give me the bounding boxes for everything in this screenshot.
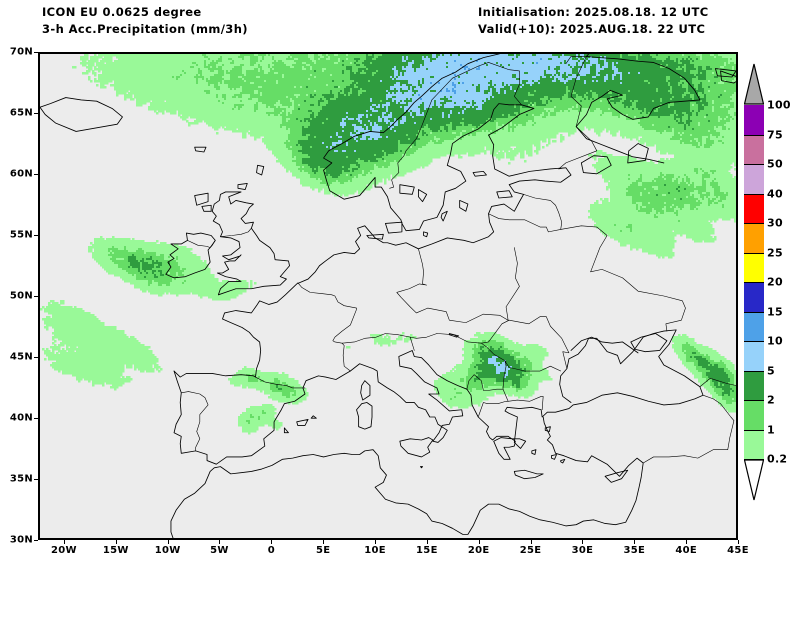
x-tick-label: 30E (571, 545, 594, 556)
x-tick-mark (323, 540, 325, 544)
colorbar-tick-label: 75 (767, 128, 783, 141)
colorbar-band (744, 252, 764, 282)
colorbar-tick-label: 20 (767, 275, 783, 289)
colorbar-band (744, 311, 764, 341)
y-tick-label: 35N (9, 473, 33, 485)
y-tick-mark (34, 235, 38, 236)
y-tick-mark (34, 540, 38, 541)
x-tick-mark (115, 540, 117, 544)
y-tick-label: 30N (9, 534, 33, 546)
y-tick-mark (34, 479, 38, 480)
y-tick-label: 45N (9, 351, 33, 363)
x-tick-mark (426, 540, 428, 544)
y-tick-mark (34, 174, 38, 175)
x-tick-label: 0 (267, 545, 275, 556)
x-tick-mark (634, 540, 636, 544)
y-tick-mark (34, 52, 38, 53)
y-tick-label: 55N (9, 229, 33, 241)
field-title: 3-h Acc.Precipitation (mm/3h) (42, 22, 248, 36)
colorbar-band (744, 400, 764, 430)
precipitation-map-canvas (40, 54, 736, 538)
colorbar-tick-label: 50 (767, 157, 783, 171)
x-tick-mark (375, 540, 377, 544)
colorbar-tick-label: 25 (767, 246, 783, 259)
y-tick-label: 60N (9, 168, 33, 180)
colorbar-band (744, 282, 764, 312)
colorbar-tick-label: 30 (767, 216, 783, 230)
y-tick-mark (34, 357, 38, 358)
x-tick-label: 10W (154, 545, 181, 556)
x-tick-label: 25E (519, 545, 542, 556)
colorbar-tick-label: 40 (767, 187, 783, 200)
colorbar-over-arrow (743, 63, 765, 105)
x-tick-mark (686, 540, 688, 544)
x-tick-label: 10E (364, 545, 386, 556)
x-tick-mark (63, 540, 65, 544)
colorbar-tick-label: 15 (767, 305, 783, 318)
precipitation-colorbar: 0.2 1 2 5 10 15 20 25 30 40 50 75 100 (742, 60, 800, 520)
colorbar-tick-label: 0.2 (767, 452, 788, 466)
x-tick-mark (738, 540, 739, 544)
colorbar-under-arrow-icon (743, 459, 765, 501)
colorbar-band (744, 429, 764, 459)
colorbar-band (744, 164, 764, 194)
x-tick-label: 35E (623, 545, 646, 556)
x-tick-label: 40E (675, 545, 697, 556)
y-tick-label: 40N (9, 412, 33, 424)
y-tick-mark (34, 113, 38, 114)
x-tick-mark (271, 540, 273, 544)
map-plot-area (38, 52, 738, 540)
colorbar-band (744, 105, 764, 135)
valid-time: Valid(+10): 2025.AUG.18. 22 UTC (478, 22, 706, 36)
x-tick-label: 45E (727, 545, 749, 556)
y-tick-label: 70N (9, 46, 33, 58)
colorbar-under-arrow (743, 459, 765, 501)
colorbar-tick-label: 5 (767, 364, 775, 377)
colorbar-band (744, 341, 764, 371)
x-tick-label: 5W (210, 545, 229, 556)
x-tick-label: 15W (102, 545, 129, 556)
colorbar-band (744, 193, 764, 223)
x-tick-mark (167, 540, 169, 544)
x-tick-label: 20W (50, 545, 77, 556)
colorbar-tick-label: 10 (767, 334, 783, 348)
x-tick-mark (219, 540, 221, 544)
colorbar-band (744, 223, 764, 253)
y-tick-mark (34, 418, 38, 419)
x-tick-mark (530, 540, 532, 544)
colorbar-bands (744, 105, 764, 460)
x-tick-label: 20E (467, 545, 490, 556)
colorbar-tick-label: 1 (767, 423, 775, 436)
colorbar-band (744, 134, 764, 164)
y-tick-label: 50N (9, 290, 33, 302)
initialisation-time: Initialisation: 2025.08.18. 12 UTC (478, 5, 709, 19)
x-tick-mark (582, 540, 584, 544)
colorbar-band (744, 370, 764, 400)
colorbar-tick-label: 100 (767, 98, 791, 112)
colorbar-over-arrow-icon (743, 63, 765, 105)
y-tick-mark (34, 296, 38, 297)
model-title: ICON EU 0.0625 degree (42, 5, 202, 19)
x-tick-label: 5E (315, 545, 331, 556)
colorbar-tick-label: 2 (767, 393, 775, 407)
y-tick-label: 65N (9, 107, 33, 119)
x-tick-mark (478, 540, 480, 544)
x-tick-label: 15E (416, 545, 438, 556)
